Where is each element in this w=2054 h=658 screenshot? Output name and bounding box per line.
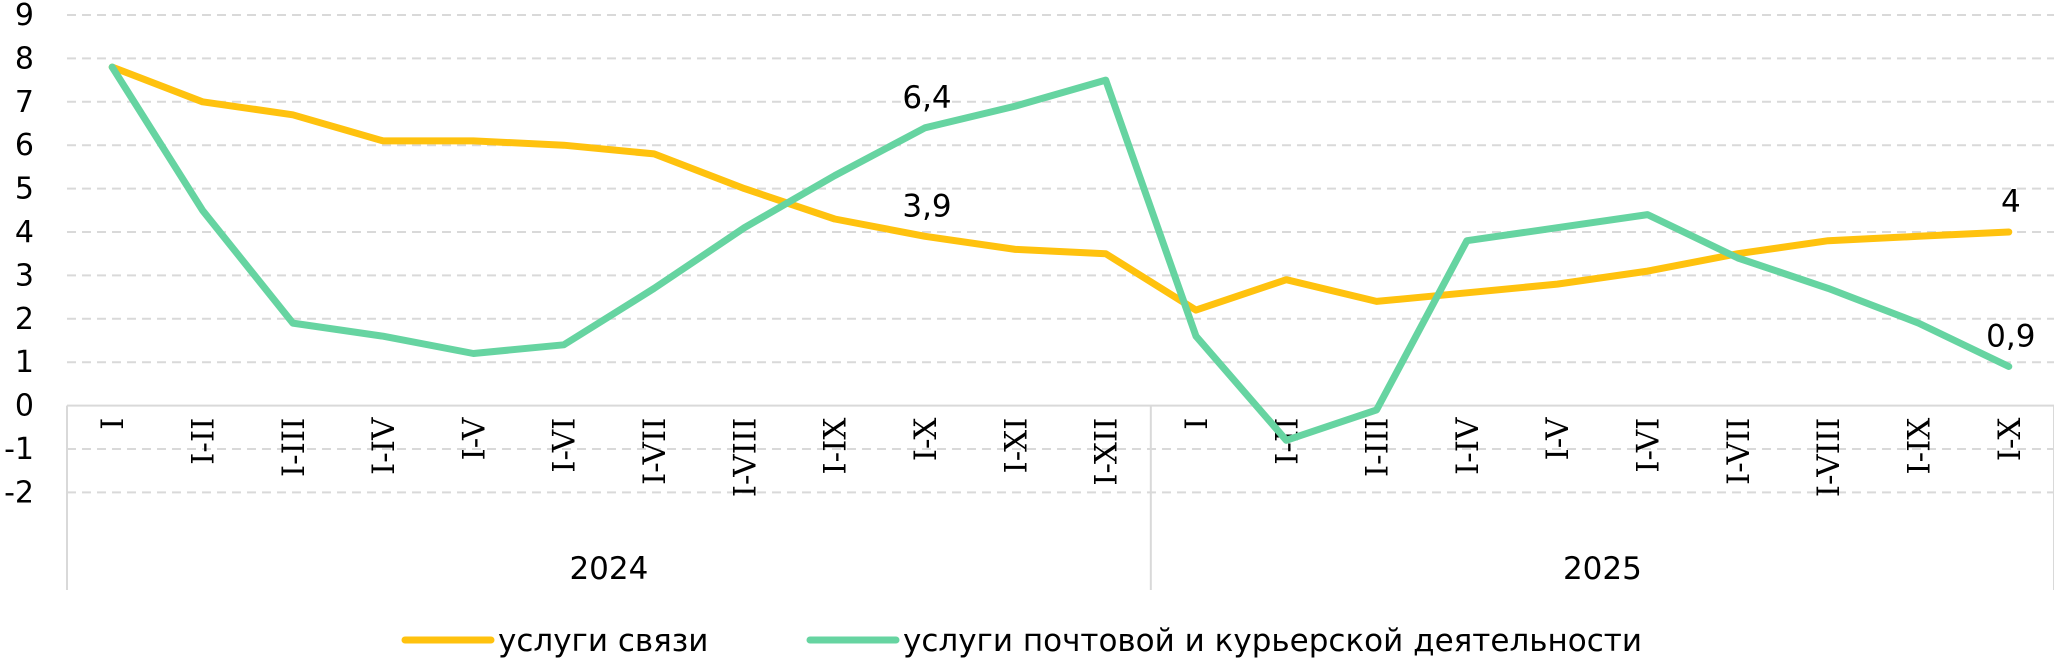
y-tick-label: 3 xyxy=(15,258,34,293)
x-tick-labels: I I-II I-III I-IV I-V I-VI I-VII I-VIII I-IX I-X I… xyxy=(95,417,2028,497)
x-tick-label: I-VI xyxy=(1631,418,1667,473)
year-label: 2024 xyxy=(569,551,648,587)
year-label: 2025 xyxy=(1563,551,1642,587)
x-tick-label: I-VIII xyxy=(727,418,763,498)
y-tick-label: 4 xyxy=(15,215,34,250)
data-label: 3,9 xyxy=(902,188,951,224)
x-tick-label: I-VIII xyxy=(1811,418,1847,498)
year-group-labels: 2024 2025 xyxy=(569,551,1641,587)
gridlines xyxy=(67,14,2054,494)
y-tick-label: 5 xyxy=(15,172,34,207)
x-tick-label: I-V xyxy=(456,417,492,460)
y-tick-label: 7 xyxy=(15,85,34,120)
data-labels: 3,9 4 6,4 0,9 xyxy=(902,80,2035,355)
x-tick-label: I-II xyxy=(185,418,221,465)
x-tick-label: I-IV xyxy=(366,417,402,475)
x-tick-label: I-V xyxy=(1540,417,1576,460)
x-tick-label: I-IX xyxy=(818,418,854,475)
legend: услуги связи услуги почтовой и курьерской… xyxy=(401,623,1642,658)
x-tick-label: I-IX xyxy=(1902,418,1938,475)
category-axis xyxy=(66,404,2054,590)
y-tick-label: 1 xyxy=(15,345,34,380)
x-tick-label: I-VI xyxy=(547,418,583,473)
x-tick-label: I-VII xyxy=(637,418,673,485)
series-line-1 xyxy=(108,63,2013,314)
series-lines xyxy=(108,63,2013,444)
y-tick-label: 0 xyxy=(15,389,34,424)
y-tick-label: -1 xyxy=(4,432,34,467)
x-tick-label: I-IV xyxy=(1450,417,1486,475)
x-tick-label: I-XI xyxy=(998,418,1034,474)
y-tick-label: -2 xyxy=(4,475,34,510)
y-axis: -2 -1 0 1 2 3 4 5 6 7 8 9 xyxy=(4,0,34,510)
data-label: 0,9 xyxy=(1986,319,2035,355)
y-tick-label: 9 xyxy=(15,0,34,33)
x-tick-label: I xyxy=(95,418,131,430)
y-tick-label: 6 xyxy=(15,128,34,163)
series-line-2 xyxy=(108,63,2013,444)
x-tick-label: I-VII xyxy=(1721,418,1757,485)
x-tick-label: I-X xyxy=(908,418,944,462)
legend-label: услуги почтовой и курьерской деятельност… xyxy=(903,623,1642,658)
x-tick-label: I-XII xyxy=(1089,418,1125,486)
x-tick-label: I-III xyxy=(276,418,312,477)
x-tick-label: I xyxy=(1179,418,1215,430)
y-tick-label: 8 xyxy=(15,41,34,76)
y-tick-label: 2 xyxy=(15,302,34,337)
data-label: 4 xyxy=(2001,184,2021,220)
x-tick-label: I-X xyxy=(1992,418,2028,462)
x-tick-label: I-III xyxy=(1360,418,1396,477)
data-label: 6,4 xyxy=(902,80,951,116)
legend-label: услуги связи xyxy=(498,623,708,658)
